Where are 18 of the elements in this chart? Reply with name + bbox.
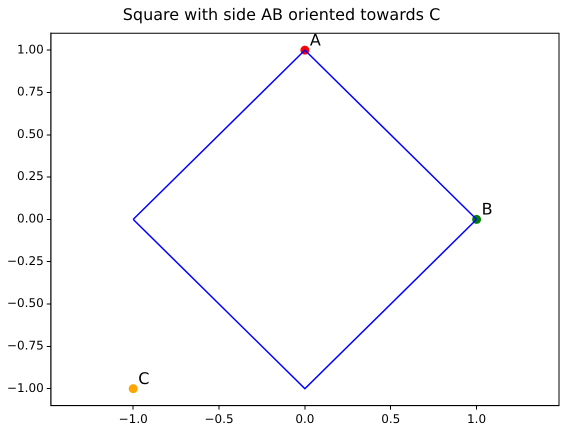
x-tick-label: −0.5 <box>204 412 234 426</box>
annotation: B <box>482 200 493 219</box>
annotation: C <box>138 368 150 388</box>
annotation: A <box>310 30 321 50</box>
x-tick-label: −1.0 <box>118 412 148 426</box>
y-tick-label: 0.50 <box>17 126 44 141</box>
y-tick-label: −1.00 <box>6 380 44 395</box>
y-tick-label: −0.75 <box>6 338 44 352</box>
y-tick-label: −0.50 <box>6 296 44 310</box>
y-tick-label: 0.75 <box>17 84 44 99</box>
x-tick-label: 1.0 <box>467 412 486 426</box>
x-tick-label: 0.5 <box>381 412 400 426</box>
y-tick-label: 0.00 <box>17 212 44 226</box>
x-tick-label: 0.0 <box>295 412 314 426</box>
y-tick-label: 0.25 <box>17 169 44 184</box>
y-tick-label: 1.00 <box>17 42 44 56</box>
chart-title: Square with side AB oriented towards C <box>122 4 440 24</box>
y-tick-label: −0.25 <box>6 254 44 268</box>
